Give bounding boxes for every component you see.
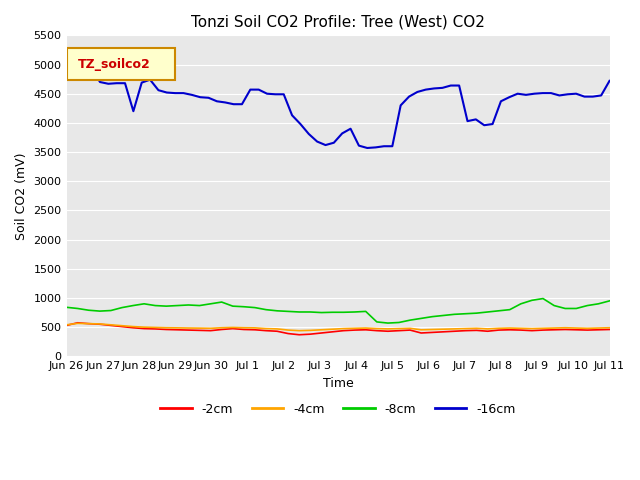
FancyBboxPatch shape xyxy=(67,48,175,80)
Title: Tonzi Soil CO2 Profile: Tree (West) CO2: Tonzi Soil CO2 Profile: Tree (West) CO2 xyxy=(191,15,485,30)
Legend: -2cm, -4cm, -8cm, -16cm: -2cm, -4cm, -8cm, -16cm xyxy=(156,398,521,420)
Text: TZ_soilco2: TZ_soilco2 xyxy=(77,58,150,71)
X-axis label: Time: Time xyxy=(323,377,353,390)
Y-axis label: Soil CO2 (mV): Soil CO2 (mV) xyxy=(15,152,28,240)
